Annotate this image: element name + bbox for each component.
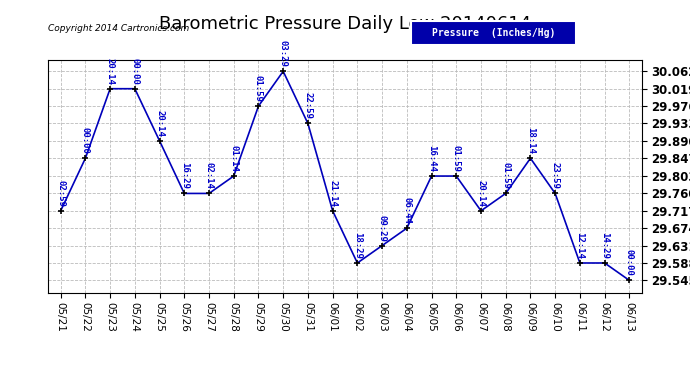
Text: 16:44: 16:44	[427, 145, 436, 172]
Text: 09:29: 09:29	[377, 214, 386, 242]
Text: Pressure  (Inches/Hg): Pressure (Inches/Hg)	[432, 28, 555, 38]
Text: 14:29: 14:29	[600, 232, 609, 259]
Text: 18:14: 18:14	[526, 127, 535, 154]
Text: 02:59: 02:59	[56, 180, 65, 207]
Text: 02:14: 02:14	[204, 162, 213, 189]
Text: 21:14: 21:14	[328, 180, 337, 207]
Text: 20:14: 20:14	[155, 110, 164, 137]
Text: 22:59: 22:59	[304, 93, 313, 119]
Text: 20:14: 20:14	[477, 180, 486, 207]
Text: 03:29: 03:29	[279, 40, 288, 67]
Text: 01:59: 01:59	[452, 145, 461, 172]
Text: 18:29: 18:29	[353, 232, 362, 259]
Text: 16:29: 16:29	[180, 162, 189, 189]
Text: 00:00: 00:00	[81, 127, 90, 154]
Text: 01:14: 01:14	[229, 145, 238, 172]
Text: 00:00: 00:00	[625, 249, 634, 276]
Text: 01:59: 01:59	[254, 75, 263, 102]
Text: 23:59: 23:59	[551, 162, 560, 189]
Text: 12:14: 12:14	[575, 232, 584, 259]
Text: 20:14: 20:14	[106, 58, 115, 84]
Text: Copyright 2014 Cartronics.com: Copyright 2014 Cartronics.com	[48, 24, 190, 33]
Text: 00:00: 00:00	[130, 58, 139, 84]
Text: 01:59: 01:59	[501, 162, 510, 189]
Text: Barometric Pressure Daily Low 20140614: Barometric Pressure Daily Low 20140614	[159, 15, 531, 33]
Text: 06:44: 06:44	[402, 197, 411, 224]
